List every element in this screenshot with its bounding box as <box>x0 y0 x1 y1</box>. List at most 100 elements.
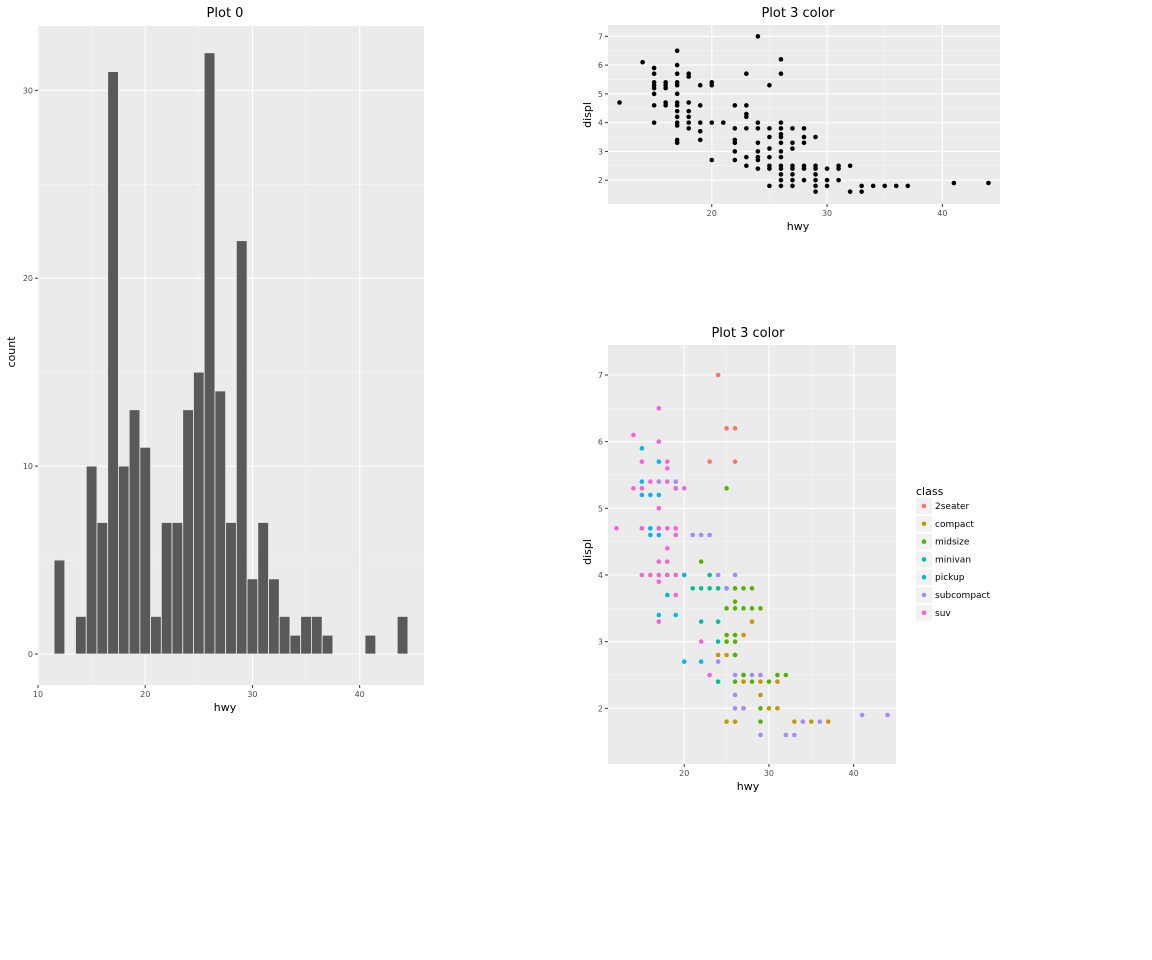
scatter-point <box>882 183 888 189</box>
legend-key-compact <box>921 521 927 527</box>
color-scatter-point <box>715 586 721 591</box>
scatter-point <box>674 108 680 114</box>
scatter-point <box>767 183 772 189</box>
color-scatter-point <box>648 526 653 531</box>
scatter-point <box>720 120 726 125</box>
color-scatter-point <box>698 586 704 591</box>
histogram-x-axis-label: hwy <box>214 701 237 714</box>
color-scatter-point <box>648 572 653 578</box>
x-tick-label: 20 <box>679 769 689 778</box>
color-scatter-point <box>639 526 645 531</box>
histogram-bar <box>160 522 173 655</box>
scatter-point <box>674 103 680 108</box>
color-scatter-point <box>656 506 662 511</box>
color-scatter-point <box>724 486 729 491</box>
color-scatter-point <box>698 559 704 564</box>
scatter-title: Plot 3 color <box>761 6 835 21</box>
legend-key-suv <box>921 610 927 616</box>
color-scatter-point <box>631 432 636 438</box>
y-tick-label: 5 <box>598 90 603 99</box>
color-scatter-point <box>825 719 831 724</box>
scatter-point <box>674 71 680 77</box>
x-tick-label: 40 <box>355 690 365 699</box>
scatter-point <box>755 140 761 146</box>
color-scatter-point <box>732 679 738 684</box>
histogram-panel: Plot 0 10 20 30 40 0 10 20 30 hwy count <box>5 6 424 714</box>
scatter-point <box>686 108 692 114</box>
color-scatter-point <box>783 672 789 678</box>
color-scatter-point <box>673 479 679 484</box>
color-scatter-point <box>639 459 645 464</box>
color-scatter-point <box>664 559 670 564</box>
scatter-point <box>674 123 680 128</box>
histogram-bar <box>150 616 162 655</box>
scatter-point <box>651 82 657 88</box>
color-scatter-point <box>859 712 865 718</box>
color-scatter-point <box>715 572 721 578</box>
histogram-bar <box>300 616 312 655</box>
color-scatter-point <box>656 612 662 618</box>
legend-title: class <box>916 485 944 498</box>
color-scatter-point <box>885 712 890 718</box>
color-scatter-point <box>631 486 636 491</box>
scatter-point <box>836 163 841 169</box>
scatter-point <box>986 180 991 186</box>
scatter-point <box>778 177 784 183</box>
color-scatter-point <box>749 619 755 624</box>
color-scatter-point <box>732 459 738 464</box>
color-scatter-point <box>656 492 662 498</box>
color-scatter-point <box>715 372 721 378</box>
color-scatter-point <box>758 719 763 724</box>
histogram-bar <box>193 371 205 655</box>
scatter-point <box>951 180 957 186</box>
color-scatter-point <box>673 486 679 491</box>
scatter-point <box>697 128 703 134</box>
color-scatter-point <box>648 532 653 538</box>
color-scatter-point <box>656 619 662 624</box>
color-scatter-point <box>715 652 721 658</box>
histogram-bar <box>321 634 334 655</box>
scatter-point <box>686 126 692 131</box>
color-scatter-point <box>766 679 772 684</box>
color-scatter-point <box>766 706 772 711</box>
color-scatter-point <box>690 532 696 538</box>
y-tick-label: 0 <box>28 650 33 659</box>
scatter-point <box>778 166 784 171</box>
scatter-point <box>709 82 715 88</box>
histogram-ticks: 10 20 30 40 0 10 20 30 <box>23 86 365 699</box>
scatter-x-axis-label: hwy <box>787 220 810 233</box>
color-scatter-point <box>783 732 789 738</box>
scatter-point <box>732 103 738 108</box>
color-scatter-point <box>775 672 780 678</box>
legend-label-compact: compact <box>935 520 974 530</box>
color-scatter-point <box>741 632 746 638</box>
color-scatter-point <box>656 572 662 578</box>
y-tick-label: 4 <box>598 119 603 128</box>
scatter-points <box>617 34 991 194</box>
scatter-point <box>651 91 657 97</box>
scatter-point <box>847 189 853 194</box>
legend-key-pickup <box>921 574 927 580</box>
color-scatter-point <box>741 672 746 678</box>
scatter-point <box>744 71 749 77</box>
color-scatter-point <box>724 426 729 431</box>
color-scatter-point <box>715 659 721 664</box>
color-scatter-point <box>758 706 763 711</box>
scatter-point <box>663 80 668 85</box>
scatter-point <box>755 34 761 39</box>
scatter-point <box>801 134 807 140</box>
color-scatter-title: Plot 3 color <box>711 326 785 341</box>
color-scatter-panel: Plot 3 color 20 30 40 2 3 4 5 6 7 hwy displ clas… <box>581 326 991 793</box>
color-scatter-point <box>741 586 746 591</box>
scatter-point <box>836 177 841 183</box>
scatter-point <box>709 120 715 125</box>
color-scatter-point <box>741 679 746 684</box>
legend-label-minivan: minivan <box>935 555 971 565</box>
color-scatter-points <box>614 372 890 738</box>
histogram-bar <box>289 634 302 655</box>
scatter-point <box>651 103 657 108</box>
scatter-point <box>744 114 749 120</box>
color-scatter-point <box>681 659 687 664</box>
color-scatter-point <box>749 606 755 611</box>
color-scatter-plot-background <box>608 345 896 764</box>
